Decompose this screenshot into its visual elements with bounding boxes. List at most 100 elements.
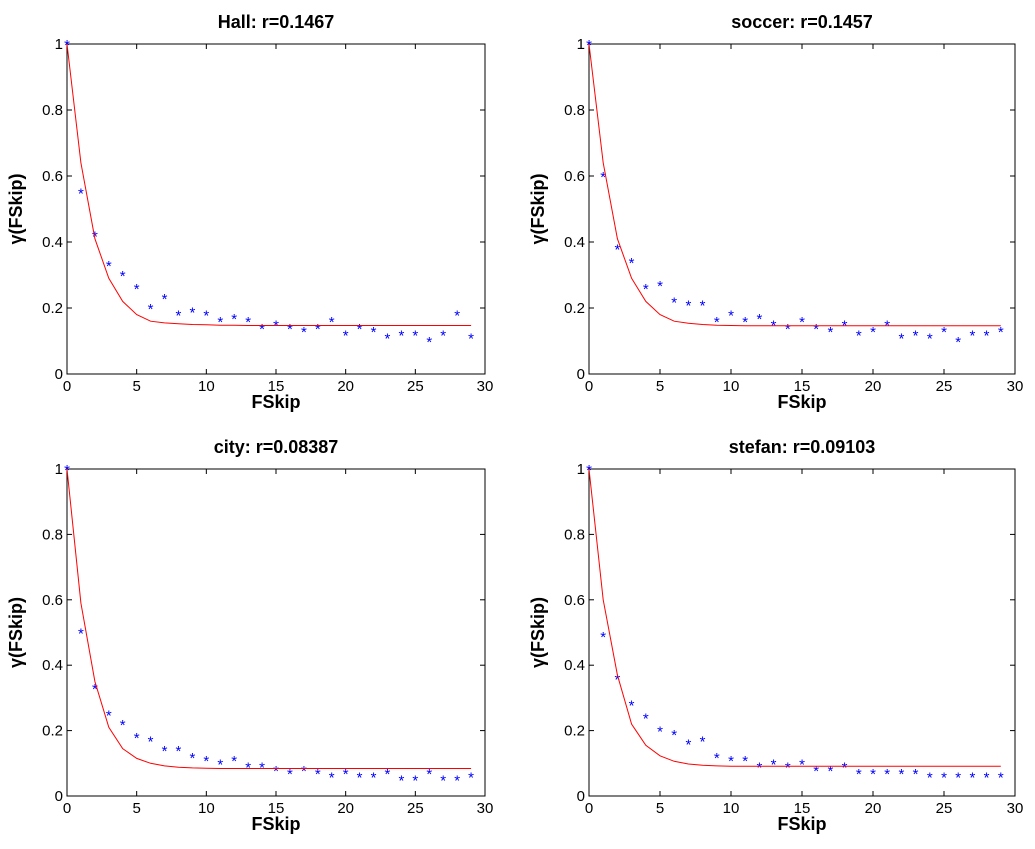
x-axis-label: FSkip: [777, 392, 826, 412]
y-tick-label: 0.2: [42, 723, 63, 740]
x-tick-label: 15: [268, 378, 285, 395]
data-point-marker: *: [913, 766, 919, 783]
data-point-marker: *: [440, 327, 446, 344]
data-point-marker: *: [941, 769, 947, 786]
data-point-marker: *: [134, 730, 140, 747]
x-tick-label: 25: [407, 378, 424, 395]
data-point-marker: *: [756, 311, 762, 328]
plot-area-frame: [66, 468, 486, 797]
data-point-marker: *: [799, 756, 805, 773]
data-point-marker: *: [385, 331, 391, 348]
data-point-marker: *: [657, 278, 663, 295]
x-tick-label: 10: [723, 378, 740, 395]
chart-panel-1: soccer: r=0.1457 0 5 10 15 20 25 30 0 0.2 0.4 0.6 0.…: [528, 12, 1023, 412]
x-tick-label: 15: [794, 800, 811, 817]
x-tick-label: 20: [337, 800, 354, 817]
data-point-marker: *: [287, 321, 293, 338]
data-point-marker: *: [756, 760, 762, 777]
data-point-marker: *: [600, 169, 606, 186]
data-point-marker: *: [259, 321, 265, 338]
data-point-marker: *: [771, 756, 777, 773]
data-point-marker: *: [287, 766, 293, 783]
data-point-marker: *: [189, 304, 195, 321]
data-point-marker: *: [176, 743, 182, 760]
fit-curve-line: [588, 468, 1001, 767]
y-tick-label: 0.6: [564, 592, 585, 609]
y-tick-label: 0.8: [42, 102, 63, 119]
y-tick-label: 0.4: [42, 234, 63, 251]
y-axis-label: γ(FSkip): [6, 173, 26, 244]
x-tick-label: 0: [63, 800, 71, 817]
data-point-marker: *: [671, 727, 677, 744]
x-tick-label: 25: [936, 800, 953, 817]
y-tick-label: 0.2: [564, 723, 585, 740]
data-point-marker: *: [685, 737, 691, 754]
x-axis-label: FSkip: [777, 814, 826, 834]
data-point-marker: *: [700, 298, 706, 315]
data-point-marker: *: [440, 773, 446, 790]
x-tick-label: 10: [198, 378, 215, 395]
data-point-marker: *: [468, 331, 474, 348]
data-point-marker: *: [426, 334, 432, 351]
y-tick-label: 1: [577, 461, 585, 478]
chart-panel-0: Hall: r=0.1467 0 5 10 15 20 25 30 0 0.2 0.4 0.6 0.8 1…: [6, 12, 493, 412]
x-tick-label: 5: [656, 800, 664, 817]
data-point-marker: *: [685, 298, 691, 315]
data-point-marker: *: [426, 766, 432, 783]
data-point-marker: *: [398, 773, 404, 790]
chart-title: Hall: r=0.1467: [218, 12, 335, 32]
data-point-marker: *: [728, 753, 734, 770]
x-tick-label: 0: [63, 378, 71, 395]
data-point-marker: *: [969, 327, 975, 344]
data-point-marker: *: [742, 753, 748, 770]
data-point-marker: *: [371, 769, 377, 786]
y-tick-label: 1: [55, 36, 63, 53]
x-axis-label: FSkip: [251, 814, 300, 834]
data-point-marker: *: [643, 711, 649, 728]
data-point-marker: *: [827, 763, 833, 780]
data-point-marker: *: [884, 766, 890, 783]
y-tick-label: 0: [577, 788, 585, 805]
data-point-marker: *: [106, 258, 112, 275]
y-axis-label: γ(FSkip): [6, 597, 26, 668]
y-axis-label: γ(FSkip): [528, 597, 548, 668]
data-point-marker: *: [856, 327, 862, 344]
x-tick-label: 5: [132, 378, 140, 395]
data-point-marker: *: [134, 281, 140, 298]
data-point-marker: *: [955, 334, 961, 351]
x-tick-label: 20: [865, 800, 882, 817]
x-tick-label: 20: [337, 378, 354, 395]
x-tick-label: 0: [585, 800, 593, 817]
data-point-marker: *: [468, 769, 474, 786]
chart-title: soccer: r=0.1457: [731, 12, 873, 32]
data-point-marker: *: [799, 314, 805, 331]
data-point-marker: *: [78, 186, 84, 203]
data-point-marker: *: [714, 750, 720, 767]
data-point-marker: *: [643, 281, 649, 298]
data-point-marker: *: [217, 756, 223, 773]
y-tick-label: 0: [577, 366, 585, 383]
chart-title: city: r=0.08387: [214, 437, 339, 457]
x-tick-label: 10: [198, 800, 215, 817]
x-tick-label: 5: [656, 378, 664, 395]
y-tick-label: 0.6: [42, 592, 63, 609]
data-point-marker: *: [700, 733, 706, 750]
x-tick-label: 10: [723, 800, 740, 817]
data-point-marker: *: [371, 324, 377, 341]
data-point-marker: *: [941, 324, 947, 341]
y-tick-label: 0.2: [42, 300, 63, 317]
data-point-marker: *: [998, 324, 1004, 341]
x-axis-label: FSkip: [251, 392, 300, 412]
fit-curve-line: [66, 43, 472, 326]
y-tick-label: 0.4: [42, 657, 63, 674]
chart-panel-3: stefan: r=0.09103 0 5 10 15 20 25 30 0 0.2 0.4 0.6 0…: [528, 437, 1023, 834]
data-point-marker: *: [120, 717, 126, 734]
x-tick-label: 15: [794, 378, 811, 395]
x-tick-label: 20: [865, 378, 882, 395]
data-point-marker: *: [92, 681, 98, 698]
data-point-marker: *: [671, 294, 677, 311]
plot-area-frame: [588, 468, 1016, 797]
data-point-marker: *: [385, 766, 391, 783]
y-tick-label: 0: [55, 366, 63, 383]
data-point-marker: *: [955, 769, 961, 786]
